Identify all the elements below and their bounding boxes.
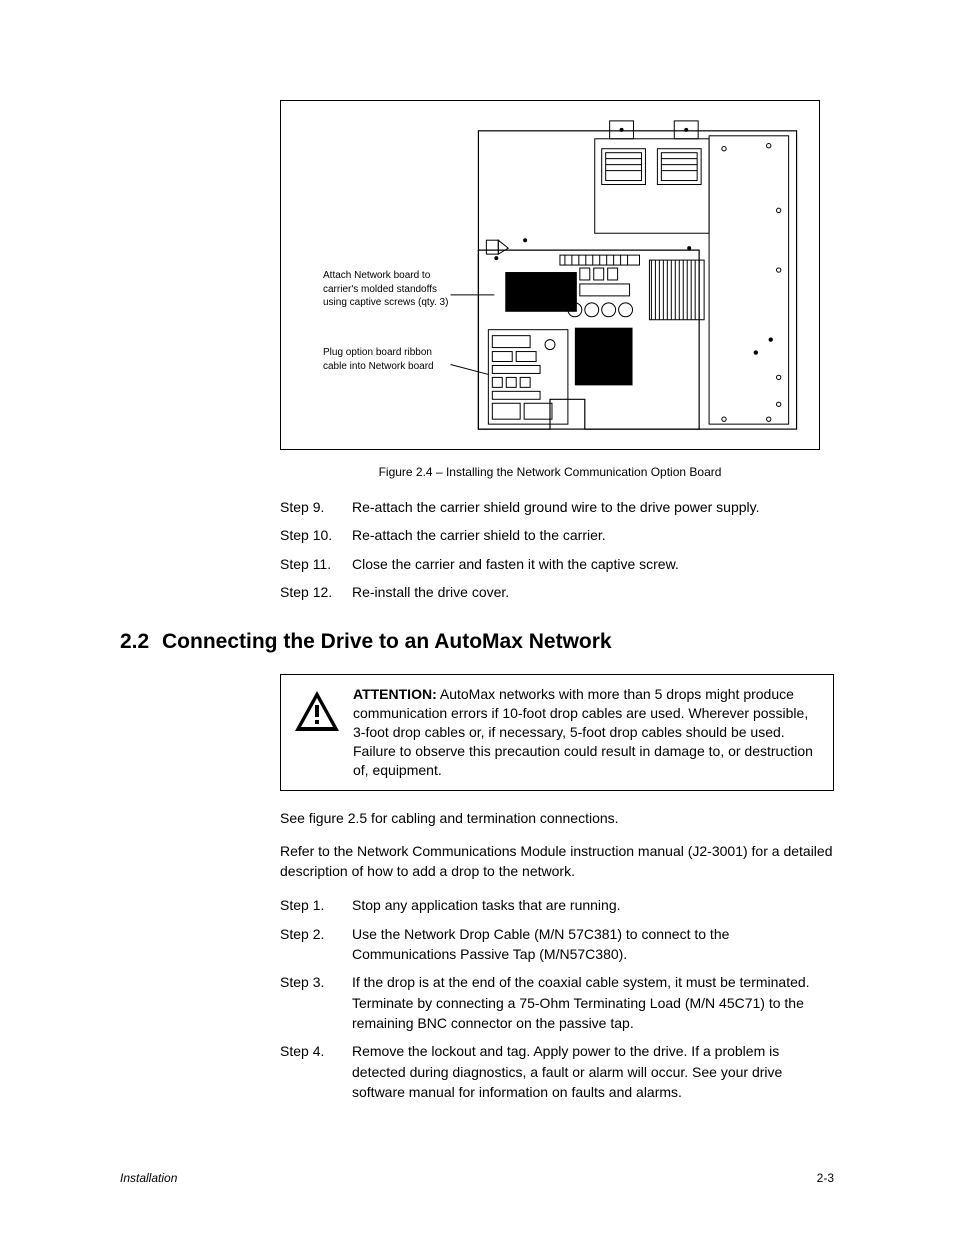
step-text: If the drop is at the end of the coaxial… xyxy=(352,972,834,1033)
step-text: Close the carrier and fasten it with the… xyxy=(352,554,834,574)
footer-section: Installation xyxy=(120,1171,177,1185)
warning-icon xyxy=(293,689,341,733)
step-row: Step 1. Stop any application tasks that … xyxy=(280,895,834,915)
body-paragraph: See figure 2.5 for cabling and terminati… xyxy=(280,809,834,829)
step-label: Step 2. xyxy=(280,924,352,965)
figure-annotation-1: Attach Network board to carrier's molded… xyxy=(323,269,453,310)
step-text: Stop any application tasks that are runn… xyxy=(352,895,834,915)
page: Attach Network board to carrier's molded… xyxy=(0,0,954,1235)
section-title: Connecting the Drive to an AutoMax Netwo… xyxy=(162,630,612,654)
step-row: Step 3. If the drop is at the end of the… xyxy=(280,972,834,1033)
step-row: Step 4. Remove the lockout and tag. Appl… xyxy=(280,1041,834,1102)
step-text: Re-attach the carrier shield to the carr… xyxy=(352,525,834,545)
step-row: Step 9. Re-attach the carrier shield gro… xyxy=(280,497,834,517)
attention-box: ATTENTION: AutoMax networks with more th… xyxy=(280,674,834,790)
step-text: Re-install the drive cover. xyxy=(352,582,834,602)
step-text: Re-attach the carrier shield ground wire… xyxy=(352,497,834,517)
attention-text: ATTENTION: AutoMax networks with more th… xyxy=(353,685,821,779)
upper-steps: Step 9. Re-attach the carrier shield gro… xyxy=(280,497,834,602)
figure-caption: Figure 2.4 – Installing the Network Comm… xyxy=(280,465,820,479)
step-row: Step 10. Re-attach the carrier shield to… xyxy=(280,525,834,545)
step-row: Step 2. Use the Network Drop Cable (M/N … xyxy=(280,924,834,965)
step-label: Step 4. xyxy=(280,1041,352,1102)
step-label: Step 11. xyxy=(280,554,352,574)
section-heading: 2.2 Connecting the Drive to an AutoMax N… xyxy=(120,630,834,654)
step-row: Step 12. Re-install the drive cover. xyxy=(280,582,834,602)
step-label: Step 1. xyxy=(280,895,352,915)
page-footer: Installation 2-3 xyxy=(120,1171,834,1185)
section-number: 2.2 xyxy=(120,630,162,654)
figure-annotation-2: Plug option board ribbon cable into Netw… xyxy=(323,346,453,373)
step-label: Step 9. xyxy=(280,497,352,517)
step-label: Step 12. xyxy=(280,582,352,602)
body-paragraph: Refer to the Network Communications Modu… xyxy=(280,842,834,881)
step-label: Step 3. xyxy=(280,972,352,1033)
figure-2-4: Attach Network board to carrier's molded… xyxy=(280,100,820,450)
attention-label: ATTENTION: xyxy=(353,686,437,702)
step-row: Step 11. Close the carrier and fasten it… xyxy=(280,554,834,574)
lower-steps: Step 1. Stop any application tasks that … xyxy=(280,895,834,1102)
footer-page-number: 2-3 xyxy=(817,1171,834,1185)
step-text: Remove the lockout and tag. Apply power … xyxy=(352,1041,834,1102)
step-text: Use the Network Drop Cable (M/N 57C381) … xyxy=(352,924,834,965)
step-label: Step 10. xyxy=(280,525,352,545)
